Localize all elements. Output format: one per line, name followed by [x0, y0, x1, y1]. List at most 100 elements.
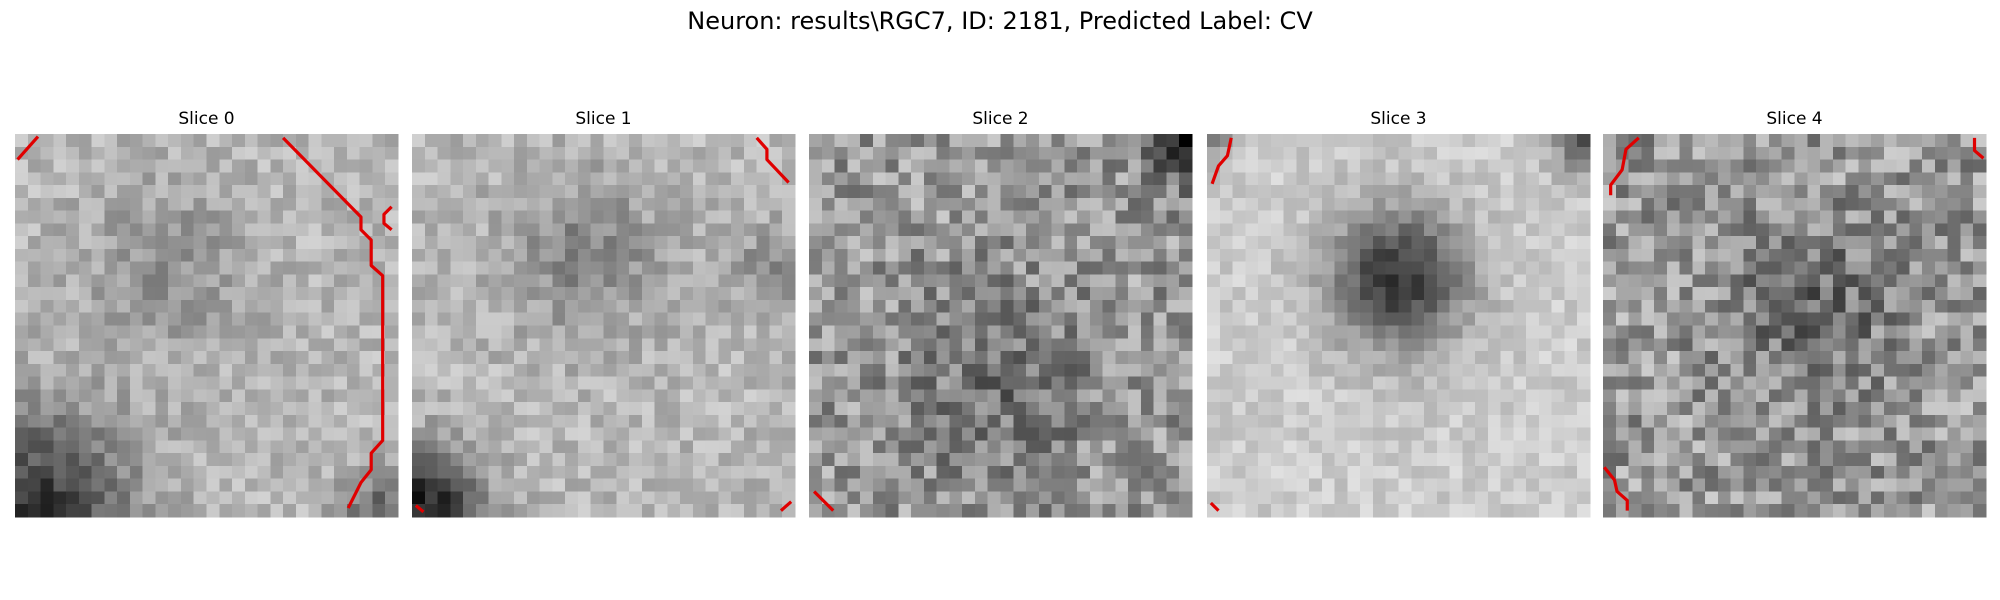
- pixel: [1309, 338, 1323, 352]
- pixel: [372, 504, 386, 518]
- pixel: [616, 376, 630, 390]
- pixel: [53, 427, 67, 441]
- pixel: [1475, 146, 1489, 160]
- pixel: [1385, 465, 1399, 479]
- pixel: [180, 197, 194, 211]
- panel-title: Slice 4: [1766, 109, 1822, 129]
- pixel: [756, 248, 770, 262]
- pixel: [1871, 453, 1885, 467]
- pixel: [949, 210, 963, 224]
- pixel: [15, 414, 29, 428]
- pixel: [1500, 210, 1514, 224]
- pixel: [769, 287, 783, 301]
- pixel: [821, 440, 835, 454]
- pixel: [731, 159, 745, 173]
- pixel: [654, 376, 668, 390]
- pixel: [898, 236, 912, 250]
- pixel: [654, 172, 668, 186]
- pixel: [15, 299, 29, 313]
- pixel: [1013, 338, 1027, 352]
- pixel: [860, 197, 874, 211]
- panels: Slice 0 Slice 1 Slice 2 Slice 3 Slice 4: [15, 109, 1987, 518]
- pixel: [1705, 299, 1719, 313]
- pixel: [1794, 363, 1808, 377]
- pixel: [359, 363, 373, 377]
- pixel: [129, 389, 143, 403]
- pixel: [834, 287, 848, 301]
- pixel: [1756, 274, 1770, 288]
- pixel: [1743, 146, 1757, 160]
- pixel: [1858, 389, 1872, 403]
- pixel: [1153, 491, 1167, 505]
- pixel: [821, 185, 835, 199]
- pixel: [1462, 299, 1476, 313]
- pixel: [1641, 402, 1655, 416]
- pixel: [1398, 159, 1412, 173]
- pixel: [1334, 427, 1348, 441]
- pixel: [1372, 351, 1386, 365]
- pixel: [1051, 185, 1065, 199]
- pixel: [1832, 134, 1846, 148]
- pixel: [731, 210, 745, 224]
- pixel: [603, 427, 617, 441]
- pixel: [1258, 248, 1272, 262]
- pixel: [1128, 363, 1142, 377]
- pixel: [1551, 402, 1565, 416]
- pixel: [1730, 146, 1744, 160]
- pixel: [321, 414, 335, 428]
- pixel: [1038, 389, 1052, 403]
- pixel: [1845, 312, 1859, 326]
- pixel: [1628, 351, 1642, 365]
- pixel: [1309, 363, 1323, 377]
- pixel: [539, 287, 553, 301]
- pixel: [193, 363, 207, 377]
- pixel: [809, 197, 823, 211]
- pixel: [705, 325, 719, 339]
- pixel: [743, 376, 757, 390]
- pixel: [53, 440, 67, 454]
- pixel: [552, 274, 566, 288]
- pixel: [1820, 134, 1834, 148]
- pixel: [1743, 287, 1757, 301]
- pixel: [1411, 465, 1425, 479]
- pixel: [91, 389, 105, 403]
- pixel: [1845, 504, 1859, 518]
- pixel: [923, 274, 937, 288]
- pixel: [180, 389, 194, 403]
- pixel: [1051, 236, 1065, 250]
- pixel: [1334, 363, 1348, 377]
- pixel: [1820, 172, 1834, 186]
- pixel: [1730, 261, 1744, 275]
- pixel: [1973, 363, 1987, 377]
- pixel: [756, 389, 770, 403]
- pixel: [1960, 389, 1974, 403]
- pixel: [847, 159, 861, 173]
- pixel: [1309, 299, 1323, 313]
- pixel: [104, 376, 118, 390]
- pixel: [1309, 236, 1323, 250]
- pixel: [1743, 134, 1757, 148]
- pixel: [872, 351, 886, 365]
- pixel: [117, 363, 131, 377]
- pixel: [1219, 465, 1233, 479]
- pixel: [193, 453, 207, 467]
- pixel: [1960, 414, 1974, 428]
- pixel: [898, 210, 912, 224]
- pixel: [283, 440, 297, 454]
- pixel: [257, 223, 271, 237]
- pixel: [705, 389, 719, 403]
- pixel: [1026, 338, 1040, 352]
- pixel: [514, 274, 528, 288]
- pixel: [1038, 248, 1052, 262]
- pixel: [1500, 389, 1514, 403]
- pixel: [1436, 236, 1450, 250]
- pixel: [718, 389, 732, 403]
- pixel: [1385, 325, 1399, 339]
- pixel: [450, 414, 464, 428]
- pixel: [1768, 376, 1782, 390]
- pixel: [1140, 465, 1154, 479]
- pixel: [244, 197, 258, 211]
- pixel: [346, 402, 360, 416]
- pixel: [424, 134, 438, 148]
- pixel: [1730, 159, 1744, 173]
